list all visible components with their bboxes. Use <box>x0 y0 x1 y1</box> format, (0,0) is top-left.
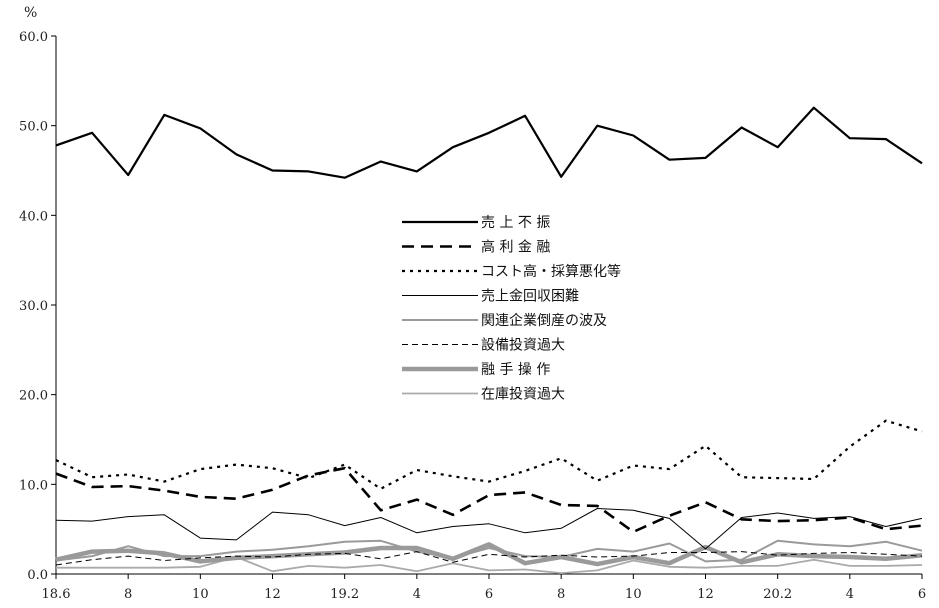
legend-label: 売上金回収困難 <box>481 289 579 305</box>
legend-label: 高 利 金 融 <box>481 239 550 256</box>
series-line <box>55 106 923 179</box>
legend: 売 上 不 振高 利 金 融コスト高・採算悪化等売上金回収困難関連企業倒産の波及… <box>396 206 636 403</box>
x-tick-label: 12 <box>697 587 714 602</box>
x-axis-ticks: 18.6 8 10 12 19.2 4 6 8 10 12 20.2 4 6 <box>42 574 926 602</box>
y-tick-label: 20.0 <box>19 389 48 404</box>
y-tick-label: 40.0 <box>19 209 48 224</box>
x-tick-label: 8 <box>557 587 565 602</box>
series-line <box>56 556 923 574</box>
y-tick-label: 30.0 <box>19 299 48 314</box>
plot-area <box>55 36 923 575</box>
y-axis-ticks: 0.0 10.0 20.0 30.0 40.0 50.0 60.0 <box>19 30 56 583</box>
y-tick-label: 10.0 <box>19 478 48 493</box>
x-tick-label: 20.2 <box>763 587 792 602</box>
x-tick-label: 6 <box>918 587 926 602</box>
series-line <box>55 542 923 567</box>
legend-label: コスト高・採算悪化等 <box>481 263 621 280</box>
x-tick-label: 10 <box>625 587 642 602</box>
series-line <box>55 539 923 563</box>
y-tick-label: 50.0 <box>19 120 48 135</box>
y-unit-label: % <box>24 5 37 21</box>
x-tick-label: 8 <box>124 587 132 602</box>
y-tick-label: 60.0 <box>19 30 48 45</box>
legend-label: 融 手 操 作 <box>481 362 550 378</box>
x-tick-label: 4 <box>413 587 421 602</box>
x-tick-label: 4 <box>846 587 854 602</box>
legend-label: 売 上 不 振 <box>481 215 550 231</box>
series-line <box>55 466 923 534</box>
legend-label: 関連企業倒産の波及 <box>481 312 607 329</box>
x-tick-label: 10 <box>192 587 209 602</box>
x-tick-label: 18.6 <box>42 587 71 602</box>
x-tick-label: 12 <box>264 587 281 602</box>
y-tick-label: 0.0 <box>27 568 48 583</box>
x-tick-label: 19.2 <box>330 587 359 602</box>
series-line <box>55 508 923 550</box>
legend-label: 設備投資過大 <box>481 338 565 354</box>
legend-label: 在庫投資過大 <box>481 386 565 403</box>
x-tick-label: 6 <box>485 587 493 602</box>
series-line <box>55 551 923 566</box>
series-line <box>55 419 923 490</box>
